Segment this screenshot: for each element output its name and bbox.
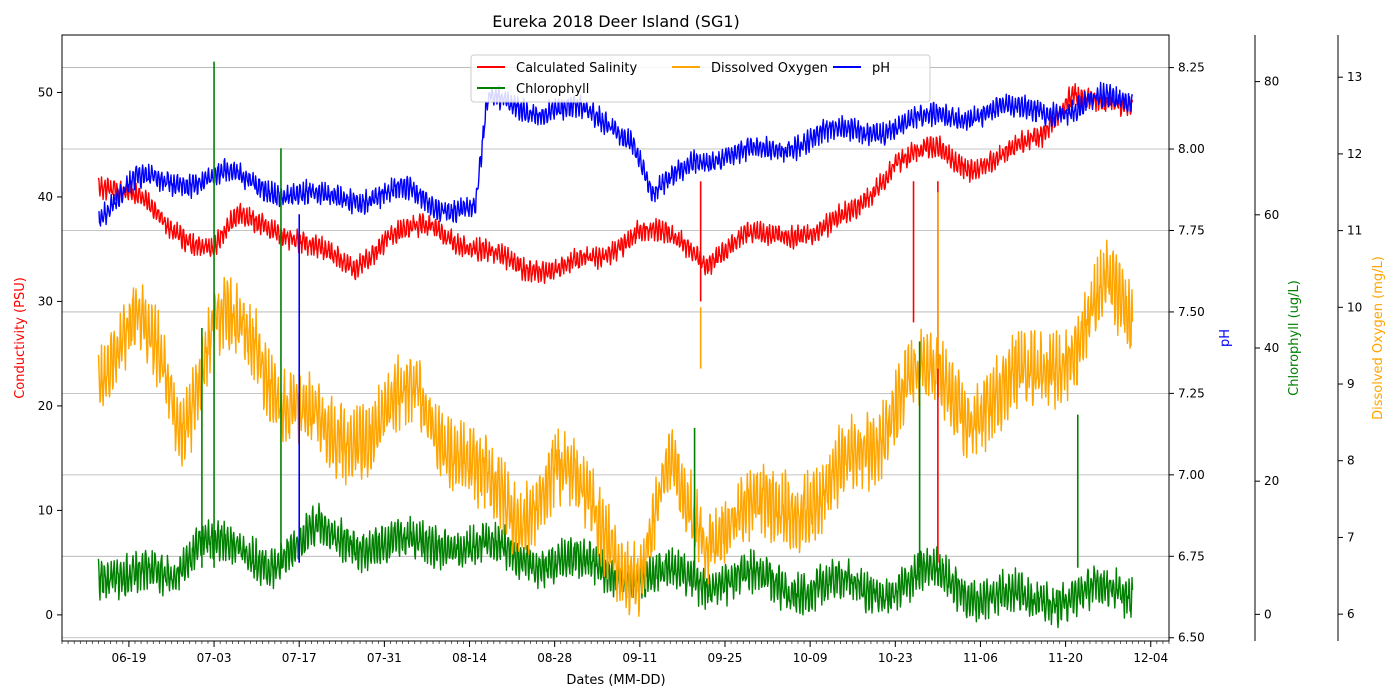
x-tick-label: 08-14 bbox=[452, 651, 487, 665]
chl-tick-label: 40 bbox=[1264, 341, 1279, 355]
x-tick-label: 10-09 bbox=[793, 651, 828, 665]
ph-tick-label: 7.50 bbox=[1178, 305, 1205, 319]
y-axes: 0 10 20 30 40 50 Conductivity (PSU) 6.50 6.75 7.0… bbox=[13, 35, 1386, 645]
series-line-dissolved-oxygen bbox=[97, 239, 1134, 617]
x-tick-label: 12-04 bbox=[1133, 651, 1168, 665]
do-tick-label: 10 bbox=[1347, 300, 1362, 314]
legend-box bbox=[470, 54, 931, 103]
legend-label: Dissolved Oxygen bbox=[711, 61, 828, 76]
salinity-tick-label: 0 bbox=[45, 608, 53, 622]
x-tick-label: 07-17 bbox=[282, 651, 317, 665]
ph-tick-label: 8.25 bbox=[1178, 61, 1205, 75]
ph-tick-label: 6.50 bbox=[1178, 631, 1205, 645]
x-tick-label: 08-28 bbox=[537, 651, 572, 665]
chart-title: Eureka 2018 Deer Island (SG1) bbox=[492, 12, 740, 31]
chl-tick-label: 20 bbox=[1264, 474, 1279, 488]
ph-tick-label: 7.75 bbox=[1178, 223, 1205, 237]
do-tick-label: 9 bbox=[1347, 377, 1355, 391]
ph-tick-label: 8.00 bbox=[1178, 142, 1205, 156]
do-tick-label: 11 bbox=[1347, 224, 1362, 238]
legend-label: Calculated Salinity bbox=[516, 61, 637, 76]
x-tick-label: 07-03 bbox=[197, 651, 232, 665]
ph-axis-label: pH bbox=[1218, 329, 1233, 347]
plot-series bbox=[97, 61, 1134, 629]
do-tick-label: 8 bbox=[1347, 454, 1355, 468]
do-axis-label: Dissolved Oxygen (mg/L) bbox=[1371, 256, 1386, 420]
ph-tick-label: 7.00 bbox=[1178, 468, 1205, 482]
legend-label: Chlorophyll bbox=[516, 82, 589, 97]
salinity-tick-label: 30 bbox=[38, 294, 53, 308]
salinity-axis-label: Conductivity (PSU) bbox=[13, 277, 28, 399]
x-tick-label: 11-20 bbox=[1048, 651, 1083, 665]
do-tick-label: 13 bbox=[1347, 70, 1362, 84]
salinity-tick-label: 10 bbox=[38, 503, 53, 517]
legend-label: pH bbox=[872, 61, 890, 76]
ph-tick-label: 7.25 bbox=[1178, 386, 1205, 400]
x-axis-label: Dates (MM-DD) bbox=[566, 673, 665, 688]
series-line-chlorophyll bbox=[97, 502, 1134, 629]
x-tick-label: 11-06 bbox=[963, 651, 998, 665]
x-tick-label: 10-23 bbox=[878, 651, 913, 665]
chl-tick-label: 60 bbox=[1264, 208, 1279, 222]
chl-axis-label: Chlorophyll (ug/L) bbox=[1287, 280, 1302, 396]
series-line-ph bbox=[98, 81, 1134, 227]
x-tick-label: 06-19 bbox=[111, 651, 146, 665]
salinity-tick-label: 20 bbox=[38, 399, 53, 413]
x-tick-label: 09-25 bbox=[708, 651, 743, 665]
chl-tick-label: 80 bbox=[1264, 75, 1279, 89]
chl-tick-label: 0 bbox=[1264, 607, 1272, 621]
legend: Calculated Salinity Dissolved Oxygen pH Chl… bbox=[470, 54, 931, 103]
do-tick-label: 12 bbox=[1347, 147, 1362, 161]
ph-tick-label: 6.75 bbox=[1178, 549, 1205, 563]
x-tick-label: 09-11 bbox=[622, 651, 657, 665]
do-tick-label: 6 bbox=[1347, 607, 1355, 621]
do-tick-label: 7 bbox=[1347, 530, 1355, 544]
x-axis: 06-19 07-03 07-17 07-31 08-14 08-28 09-11 09-25… bbox=[61, 641, 1170, 665]
x-tick-label: 07-31 bbox=[367, 651, 402, 665]
series-line-calculated-salinity bbox=[97, 82, 1134, 284]
salinity-tick-label: 40 bbox=[38, 190, 53, 204]
salinity-tick-label: 50 bbox=[38, 85, 53, 99]
